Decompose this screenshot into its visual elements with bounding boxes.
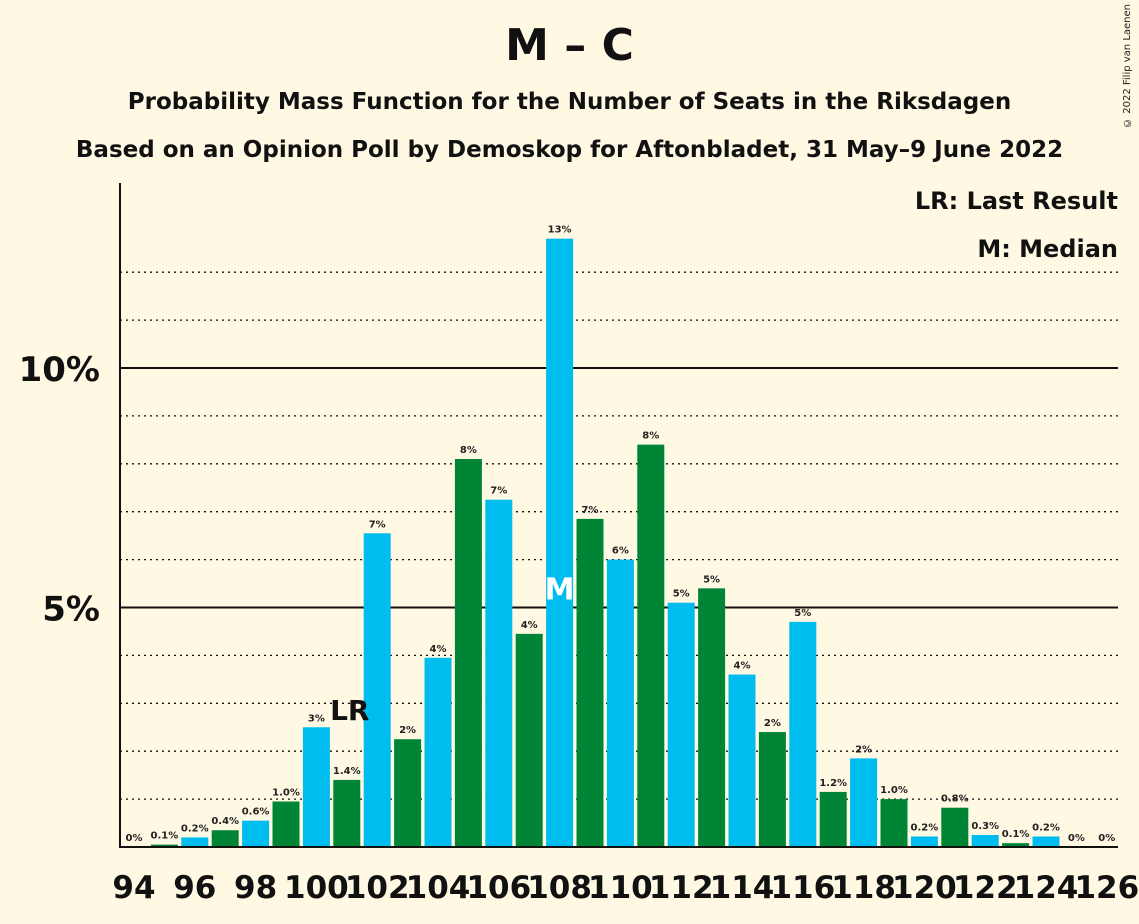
last-result-marker: LR (330, 694, 369, 727)
bar-value-label: 4% (521, 620, 538, 631)
y-tick-label: 5% (42, 590, 100, 630)
bar-value-label: 2% (764, 718, 781, 729)
bar-seat-103 (394, 739, 422, 847)
chart-source-line: Based on an Opinion Poll by Demoskop for… (75, 137, 1064, 163)
bar-value-label: 0.4% (211, 816, 239, 827)
bar-seat-100 (302, 727, 330, 847)
bar-value-label: 8% (460, 445, 477, 456)
bar-value-label: 1.0% (880, 785, 908, 796)
bar-value-label: 4% (734, 661, 751, 672)
bar-seat-114 (728, 674, 756, 847)
x-tick-label: 126 (1074, 870, 1139, 906)
x-tick-label: 94 (112, 870, 155, 906)
chart-subtitle: Probability Mass Function for the Number… (127, 89, 1012, 115)
bar-value-label: 0% (1098, 833, 1115, 844)
bar-value-label: 0.1% (1002, 829, 1030, 840)
x-tick-label: 116 (770, 870, 835, 906)
y-tick-label: 10% (19, 350, 100, 390)
bar-seat-109 (576, 518, 604, 847)
x-tick-label: 112 (649, 870, 714, 906)
bar-value-label: 1.2% (819, 778, 847, 789)
bar-seat-112 (667, 602, 695, 847)
bar-seat-121 (941, 807, 969, 847)
x-tick-label: 124 (1014, 870, 1079, 906)
x-tick-label: 108 (527, 870, 592, 906)
x-tick-label: 98 (234, 870, 277, 906)
bar-seat-122 (971, 835, 999, 847)
median-marker: M (545, 572, 575, 607)
bar-value-label: 0.1% (151, 831, 179, 842)
x-tick-label: 102 (345, 870, 410, 906)
bar-seat-95 (150, 844, 178, 847)
bar-value-label: 13% (548, 225, 572, 236)
bar-value-label: 0.2% (181, 823, 209, 834)
bar-value-label: 6% (612, 546, 629, 557)
bar-value-label: 0.2% (1032, 822, 1060, 833)
bar-seat-123 (1002, 843, 1030, 847)
axes: 5% 10% 94 96 98 10010210410610811011211411611… (19, 183, 1139, 906)
bar-value-label: 1.0% (272, 787, 300, 798)
bar-seat-102 (363, 533, 391, 847)
bar-value-label: 3% (308, 713, 325, 724)
bar-value-label: 0% (126, 833, 143, 844)
chart-title: M – C (505, 20, 634, 71)
bar-value-label: 5% (703, 574, 720, 585)
bar-value-label: 7% (369, 519, 386, 530)
bar-seat-105 (454, 459, 482, 847)
bar-seat-124 (1032, 836, 1060, 847)
bar-value-label: 7% (490, 486, 507, 497)
bar-value-label: 7% (582, 505, 599, 516)
x-tick-label: 114 (710, 870, 775, 906)
legend-median: M: Median (977, 235, 1118, 263)
bar-seat-99 (272, 801, 300, 847)
bar-seat-115 (758, 732, 786, 847)
x-tick-label: 106 (466, 870, 531, 906)
bar-seat-104 (424, 657, 452, 847)
bar-seat-120 (910, 836, 938, 847)
x-tick-label: 122 (953, 870, 1018, 906)
bar-labels: 0% 0.1%0.2%0.4%0.6%1.0%3%1.4%7%2%4%8%7%4%… (126, 225, 1116, 844)
bar-seat-116 (789, 621, 817, 847)
bar-seat-97 (211, 830, 239, 847)
bar-seat-107 (515, 633, 543, 847)
x-tick-label: 96 (173, 870, 216, 906)
bar-value-label: 5% (673, 589, 690, 600)
bar-value-label: 0.6% (242, 807, 270, 818)
bar-value-label: 5% (794, 608, 811, 619)
bar-value-label: 0.3% (971, 821, 999, 832)
bar-value-label: 2% (855, 744, 872, 755)
x-tick-label: 120 (892, 870, 957, 906)
bar-value-label: 8% (642, 431, 659, 442)
bar-seat-101 (333, 779, 361, 847)
x-tick-label: 100 (284, 870, 349, 906)
bar-seat-119 (880, 799, 908, 847)
x-tick-label: 104 (406, 870, 471, 906)
bar-seat-113 (698, 588, 726, 847)
bar-value-label: 0.8% (941, 794, 969, 805)
bar-seat-118 (850, 758, 878, 847)
bar-seat-108 (546, 238, 574, 848)
bar-value-label: 2% (399, 725, 416, 736)
x-tick-label: 118 (831, 870, 896, 906)
bar-seat-110 (606, 559, 634, 847)
bar-seat-111 (637, 444, 665, 847)
bar-value-label: 0% (1068, 833, 1085, 844)
bars (150, 238, 1060, 848)
legend-last-result: LR: Last Result (915, 187, 1118, 215)
bar-value-label: 1.4% (333, 766, 361, 777)
bar-seat-106 (485, 499, 513, 847)
bar-seat-96 (181, 837, 209, 847)
bar-value-label: 4% (430, 644, 447, 655)
x-tick-label: 110 (588, 870, 653, 906)
bar-seat-98 (242, 820, 270, 847)
bar-seat-117 (819, 791, 847, 847)
bar-value-label: 0.2% (911, 822, 939, 833)
